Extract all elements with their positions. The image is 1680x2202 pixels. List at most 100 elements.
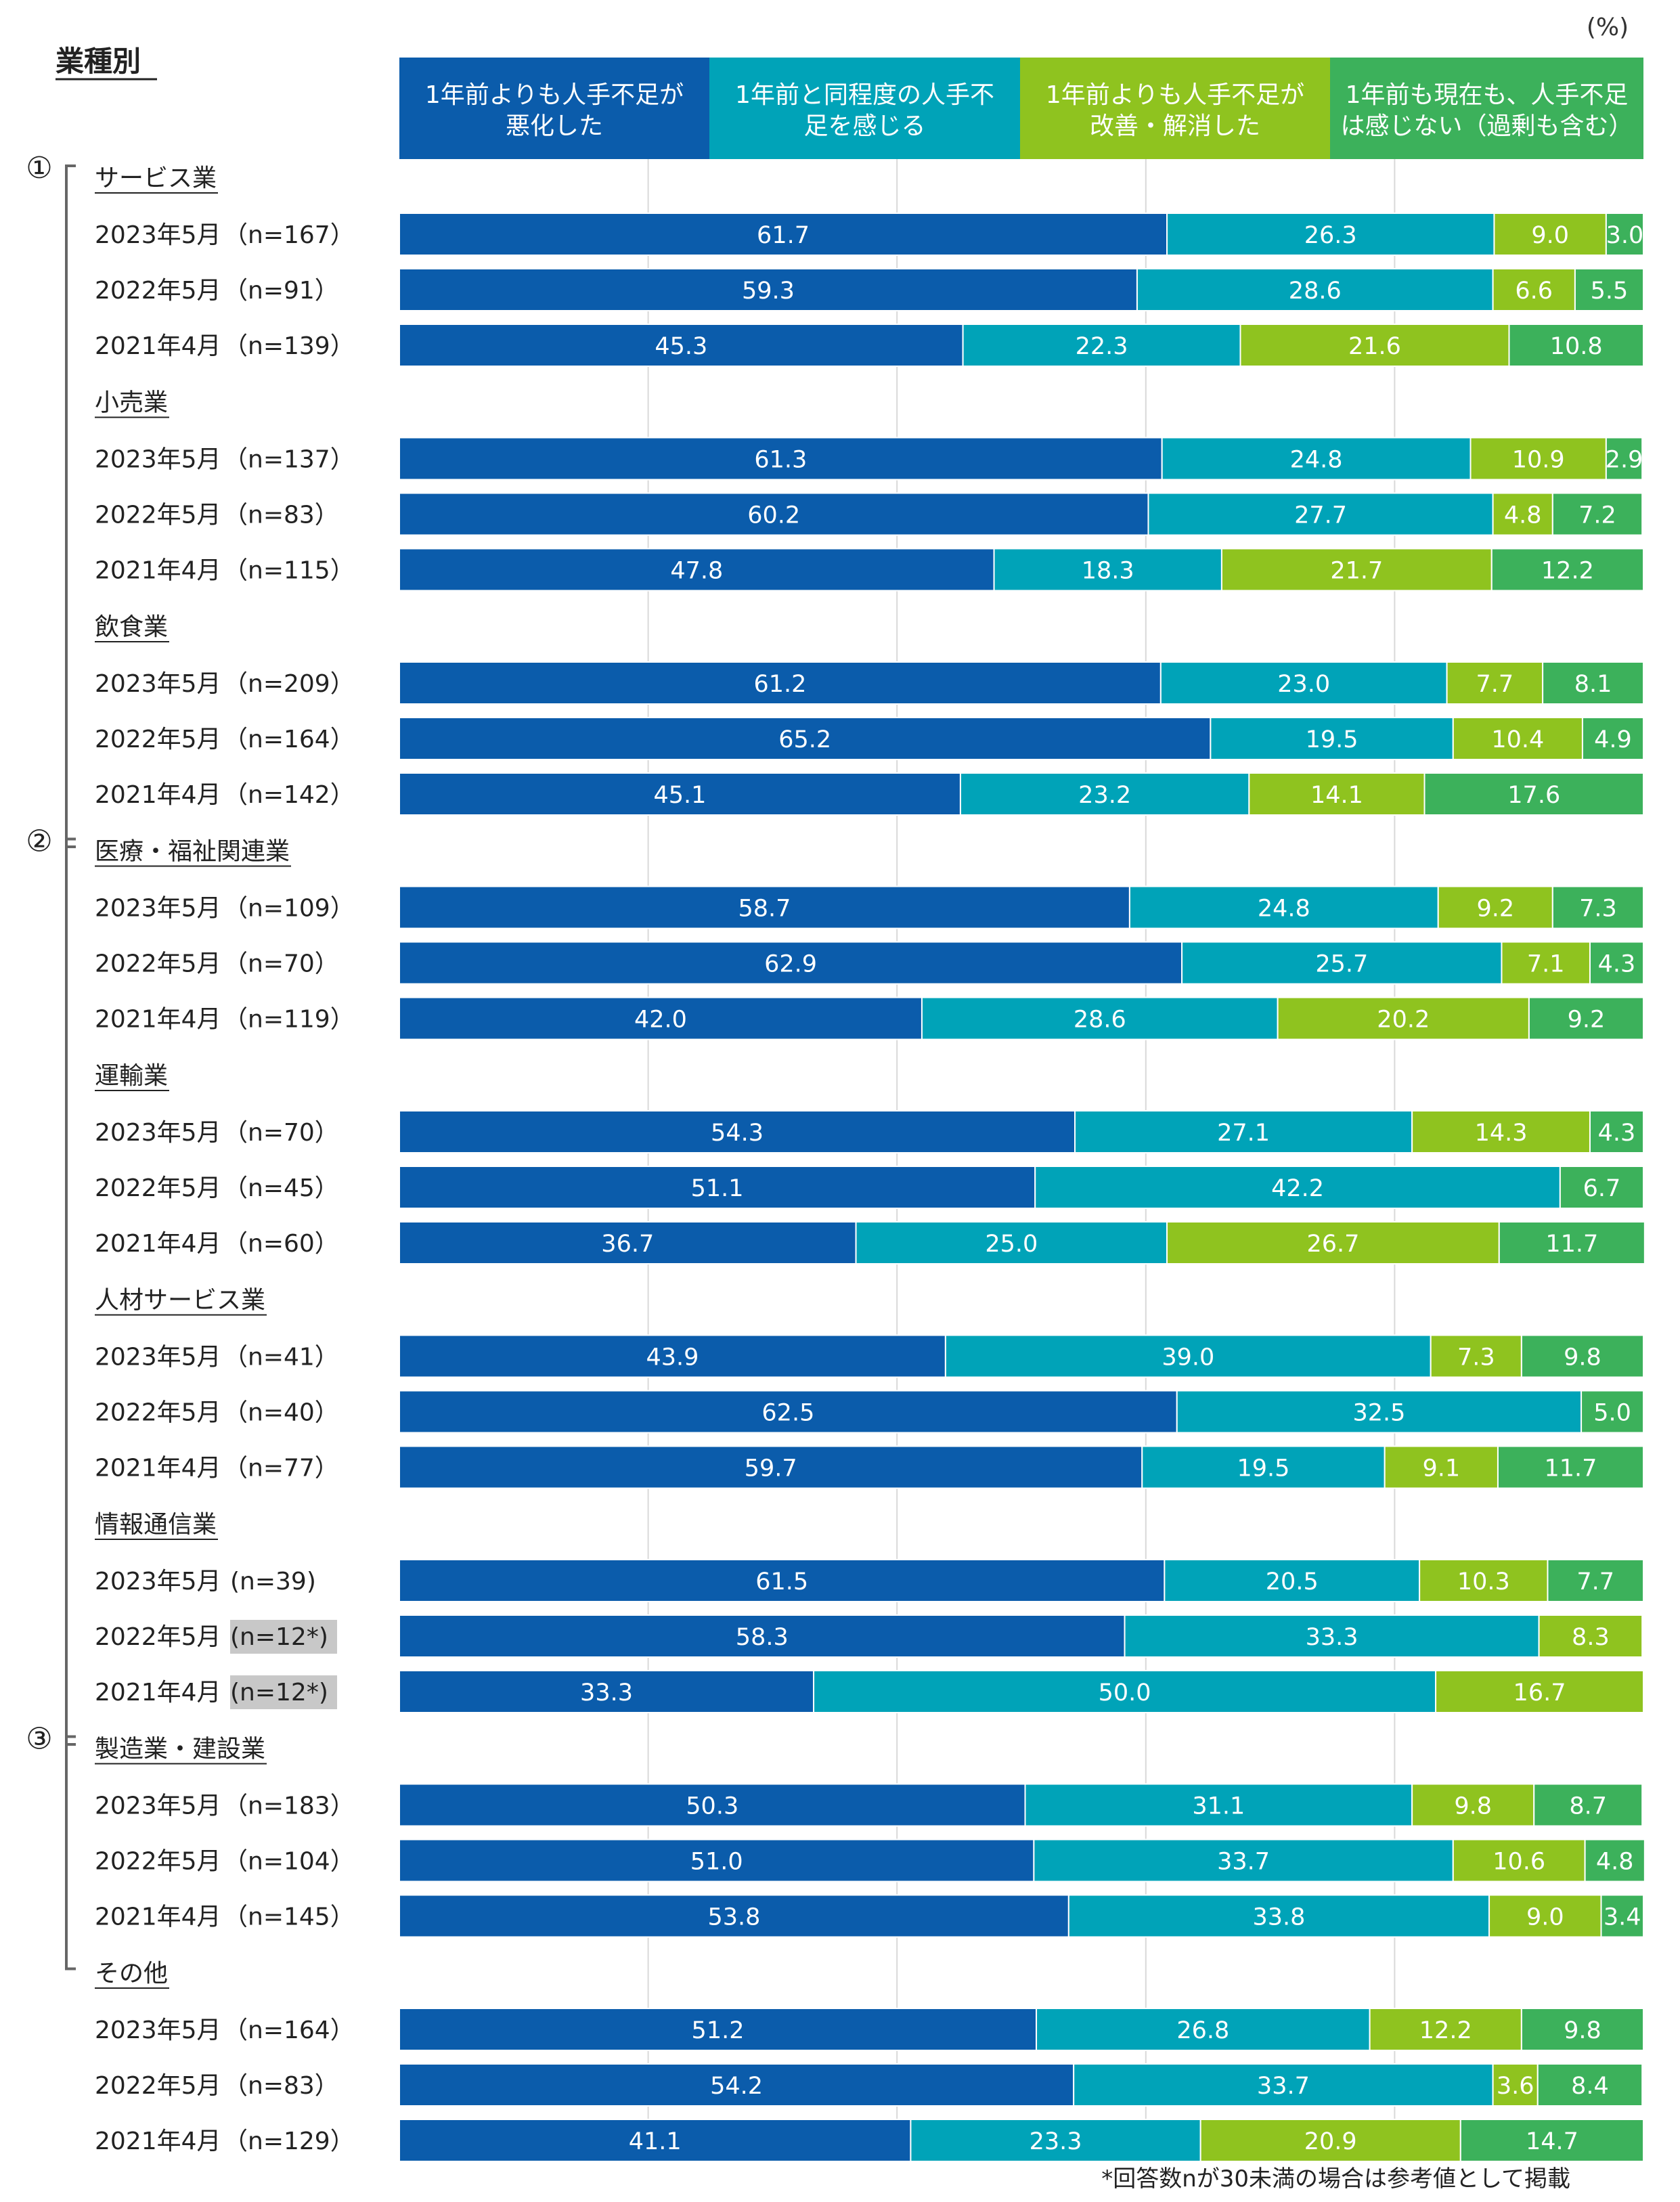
bar-segment xyxy=(399,1445,1143,1489)
row-period-label: 2022年5月 xyxy=(95,1174,221,1202)
row-period-label: 2021年4月 xyxy=(95,557,221,585)
bar-segment xyxy=(1074,1110,1413,1153)
bar-segment xyxy=(1492,492,1553,536)
bar-value-label: 41.1 xyxy=(629,2128,682,2155)
bar-segment xyxy=(1459,2119,1644,2162)
bar-value-label: 5.5 xyxy=(1591,278,1629,305)
legend-label: 1年前よりも人手不足が xyxy=(1046,81,1304,109)
bar-segment xyxy=(993,548,1222,592)
row-n-label: （n=164） xyxy=(223,2017,355,2044)
bar-segment xyxy=(1210,717,1454,760)
bar-segment xyxy=(399,268,1138,311)
row-n-label: （n=104） xyxy=(223,1848,355,1876)
row-period-label: 2021年4月 xyxy=(95,1230,221,1258)
bar-segment xyxy=(1537,2063,1643,2107)
row-n-label: （n=70） xyxy=(223,1119,339,1147)
bar-value-label: 51.1 xyxy=(691,1175,744,1202)
bar-value-label: 18.3 xyxy=(1082,558,1134,585)
bar-value-label: 33.3 xyxy=(1306,1624,1358,1651)
bar-value-label: 2.9 xyxy=(1606,447,1643,474)
bar-value-label: 10.4 xyxy=(1491,726,1544,753)
bar-segment xyxy=(1036,2008,1371,2051)
row-n-label: (n=12*) xyxy=(230,1623,328,1651)
bar-value-label: 50.3 xyxy=(686,1793,738,1820)
bar-segment xyxy=(1136,268,1494,311)
bar-value-label: 4.8 xyxy=(1504,502,1542,529)
bar-segment xyxy=(1411,1110,1591,1153)
bar-value-label: 32.5 xyxy=(1352,1400,1405,1427)
reference-value-highlight xyxy=(230,1620,337,1654)
bar-value-label: 26.3 xyxy=(1304,222,1357,249)
bar-value-label: 14.3 xyxy=(1475,1120,1528,1147)
bar-segment xyxy=(1141,1445,1386,1489)
bar-value-label: 23.3 xyxy=(1030,2128,1082,2155)
group-label: サービス業 xyxy=(95,164,217,192)
bar-segment xyxy=(399,1670,815,1713)
bar-value-label: 6.6 xyxy=(1515,278,1553,305)
bar-segment xyxy=(1073,2063,1494,2107)
bar-segment xyxy=(1239,324,1510,367)
bar-segment xyxy=(1605,213,1645,256)
bar-value-label: 31.1 xyxy=(1192,1793,1245,1820)
bar-segment xyxy=(1520,2008,1644,2051)
bar-value-label: 62.5 xyxy=(761,1400,814,1427)
bar-segment xyxy=(1452,717,1583,760)
bar-value-label: 10.8 xyxy=(1550,333,1603,360)
bar-value-label: 62.9 xyxy=(764,951,817,978)
bar-value-label: 9.8 xyxy=(1454,1793,1492,1820)
bar-value-label: 9.2 xyxy=(1476,896,1514,923)
bar-segment xyxy=(399,1390,1178,1434)
bar-value-label: 25.7 xyxy=(1315,951,1368,978)
legend-label: 足を感じる xyxy=(803,112,925,140)
bar-value-label: 14.1 xyxy=(1310,782,1363,809)
bar-segment xyxy=(399,1614,1126,1658)
bar-segment xyxy=(1547,1559,1645,1602)
bar-value-label: 28.6 xyxy=(1074,1007,1126,1034)
bar-value-label: 11.7 xyxy=(1545,1455,1597,1482)
bar-segment xyxy=(1164,1559,1421,1602)
bar-segment xyxy=(399,1894,1069,1938)
bar-segment xyxy=(1542,661,1645,705)
bar-value-label: 9.8 xyxy=(1564,1344,1601,1371)
row-period-label: 2021年4月 xyxy=(95,1679,221,1706)
bar-segment xyxy=(1067,1894,1490,1938)
bar-segment xyxy=(1589,941,1645,985)
row-n-label: （n=40） xyxy=(223,1399,339,1427)
bar-value-label: 3.4 xyxy=(1604,1904,1641,1931)
bracket-marker: ③ xyxy=(26,1722,52,1757)
bracket-marker: ② xyxy=(26,824,52,859)
bar-segment xyxy=(1277,996,1530,1040)
row-n-label: （n=109） xyxy=(223,895,355,923)
bar-value-label: 58.3 xyxy=(736,1624,789,1651)
bar-segment xyxy=(399,1334,946,1378)
bar-segment xyxy=(399,437,1163,481)
bar-segment xyxy=(1369,2008,1522,2051)
bar-value-label: 51.0 xyxy=(690,1849,743,1876)
bracket-line xyxy=(65,164,76,848)
bar-value-label: 33.8 xyxy=(1252,1904,1305,1931)
group-label: その他 xyxy=(95,1960,168,1987)
bar-value-label: 60.2 xyxy=(747,502,800,529)
bar-segment xyxy=(1166,1221,1500,1264)
legend-label: 悪化した xyxy=(506,112,603,140)
footnote: *回答数nが30未満の場合は参考値として掲載 xyxy=(1101,2165,1570,2193)
bar-value-label: 7.7 xyxy=(1576,1568,1614,1595)
bar-area: 61.7 26.3 9.0 3.0 59.3 28.6 6.6 5.5 45.3 22.3 21.6… xyxy=(399,213,1645,2162)
bar-value-label: 7.1 xyxy=(1527,951,1565,978)
bar-segment xyxy=(1166,213,1495,256)
bar-value-label: 19.5 xyxy=(1306,726,1358,753)
row-n-label: （n=41） xyxy=(223,1344,339,1371)
row-n-label: （n=60） xyxy=(223,1230,339,1258)
bar-value-label: 33.3 xyxy=(580,1679,633,1706)
legend-swatch xyxy=(1330,58,1643,159)
bar-value-label: 16.7 xyxy=(1513,1679,1566,1706)
bar-segment xyxy=(399,2008,1038,2051)
bar-segment xyxy=(910,2119,1201,2162)
chart-title: 業種別 xyxy=(56,45,141,78)
bar-segment xyxy=(1559,1166,1645,1209)
bar-value-label: 58.7 xyxy=(738,896,791,923)
bar-value-label: 24.8 xyxy=(1258,896,1310,923)
legend-label: 1年前よりも人手不足が xyxy=(425,81,684,109)
bar-value-label: 20.9 xyxy=(1304,2128,1357,2155)
